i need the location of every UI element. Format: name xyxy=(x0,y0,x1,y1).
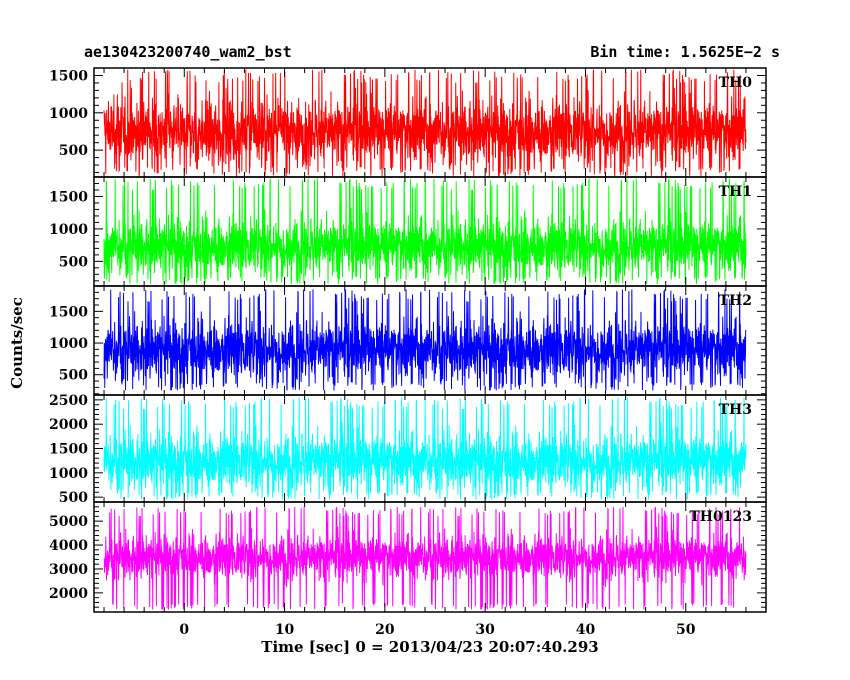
x-tick-label: 0 xyxy=(179,622,189,638)
y-axis-label: Counts/sec xyxy=(8,297,26,389)
y-tick-label-th3: 1000 xyxy=(49,466,88,482)
panel-label-th0123: TH0123 xyxy=(689,509,752,525)
y-tick-label-th3: 1500 xyxy=(49,442,88,458)
y-tick-label-th3: 500 xyxy=(59,490,88,506)
panel-frame-th0123 xyxy=(93,501,767,613)
y-tick-label-th0: 1500 xyxy=(49,68,88,84)
y-tick-label-th1: 500 xyxy=(59,254,88,270)
panel-label-th2: TH2 xyxy=(719,293,752,309)
x-tick-label: 50 xyxy=(676,622,696,638)
y-tick-label-th0123: 4000 xyxy=(49,538,88,554)
y-tick-label-th1: 1500 xyxy=(49,189,88,205)
panel-label-th0: TH0 xyxy=(719,75,753,91)
y-tick-label-th3: 2000 xyxy=(49,417,88,433)
y-tick-label-th2: 1000 xyxy=(49,336,88,352)
y-tick-label-th1: 1000 xyxy=(49,222,88,238)
y-tick-label-th0: 500 xyxy=(59,143,88,159)
bin-time-label: Bin time: 1.5625E−2 s xyxy=(590,43,780,61)
x-tick-label: 40 xyxy=(576,622,596,638)
series-trace-th2 xyxy=(103,289,747,391)
y-tick-label-th2: 500 xyxy=(59,368,88,384)
series-trace-th1 xyxy=(103,178,747,284)
chart-title: ae130423200740_wam2_bst xyxy=(84,43,292,61)
series-trace-th3 xyxy=(103,397,747,500)
x-tick-label: 10 xyxy=(275,622,295,638)
x-tick-label: 20 xyxy=(375,622,395,638)
x-tick-label: 30 xyxy=(475,622,495,638)
y-tick-label-th2: 1500 xyxy=(49,304,88,320)
series-trace-th0 xyxy=(103,69,747,177)
panel-label-th1: TH1 xyxy=(719,184,752,200)
x-axis-label: Time [sec] 0 = 2013/04/23 20:07:40.293 xyxy=(261,638,599,656)
panel-label-th3: TH3 xyxy=(719,402,752,418)
y-tick-label-th0123: 2000 xyxy=(49,586,88,602)
series-trace-th0123 xyxy=(103,506,747,610)
y-tick-label-th0: 1000 xyxy=(49,106,88,122)
y-tick-label-th0123: 5000 xyxy=(49,514,88,530)
y-tick-label-th3: 2500 xyxy=(49,393,88,409)
y-tick-label-th0123: 3000 xyxy=(49,562,88,578)
